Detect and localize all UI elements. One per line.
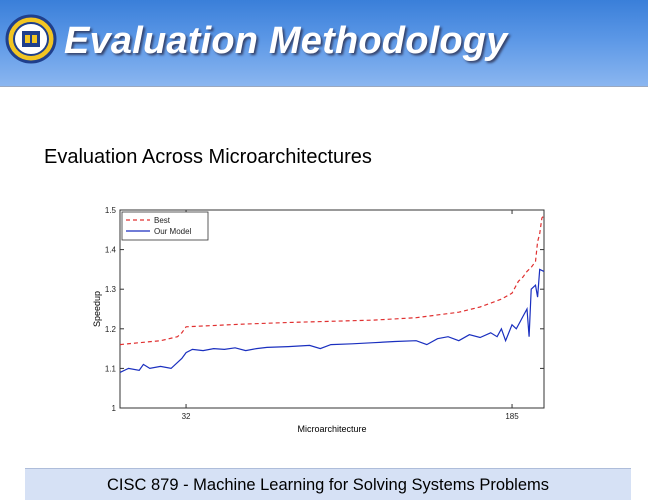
y-axis-label: Speedup bbox=[92, 291, 102, 327]
y-tick-label: 1.2 bbox=[105, 325, 117, 334]
series-line-best bbox=[119, 215, 545, 346]
legend-label: Best bbox=[154, 216, 171, 225]
series-line-our-model bbox=[119, 268, 545, 373]
y-tick-label: 1.1 bbox=[105, 364, 117, 373]
footer-text: CISC 879 - Machine Learning for Solving … bbox=[106, 476, 550, 494]
slide-subtitle: Evaluation Across Microarchitectures bbox=[44, 146, 372, 168]
slide-header: Evaluation Methodology bbox=[0, 0, 648, 87]
x-axis-label: Microarchitecture bbox=[297, 424, 366, 434]
legend-box bbox=[121, 211, 209, 241]
slide-footer: CISC 879 - Machine Learning for Solving … bbox=[25, 468, 631, 500]
y-tick-label: 1 bbox=[112, 404, 117, 413]
y-tick-label: 1.5 bbox=[105, 206, 117, 215]
y-tick-label: 1.3 bbox=[105, 285, 117, 294]
x-tick-label: 32 bbox=[182, 412, 191, 421]
university-seal-icon bbox=[5, 14, 57, 64]
x-tick-label: 185 bbox=[505, 412, 519, 421]
y-tick-label: 1.4 bbox=[105, 246, 117, 255]
slide-title: Evaluation Methodology bbox=[64, 20, 508, 62]
legend-label: Our Model bbox=[154, 227, 192, 236]
speedup-line-chart: 1 1.1 1.2 1.3 1.4 1.5 32 185 Best Our Model Spe… bbox=[92, 206, 545, 434]
